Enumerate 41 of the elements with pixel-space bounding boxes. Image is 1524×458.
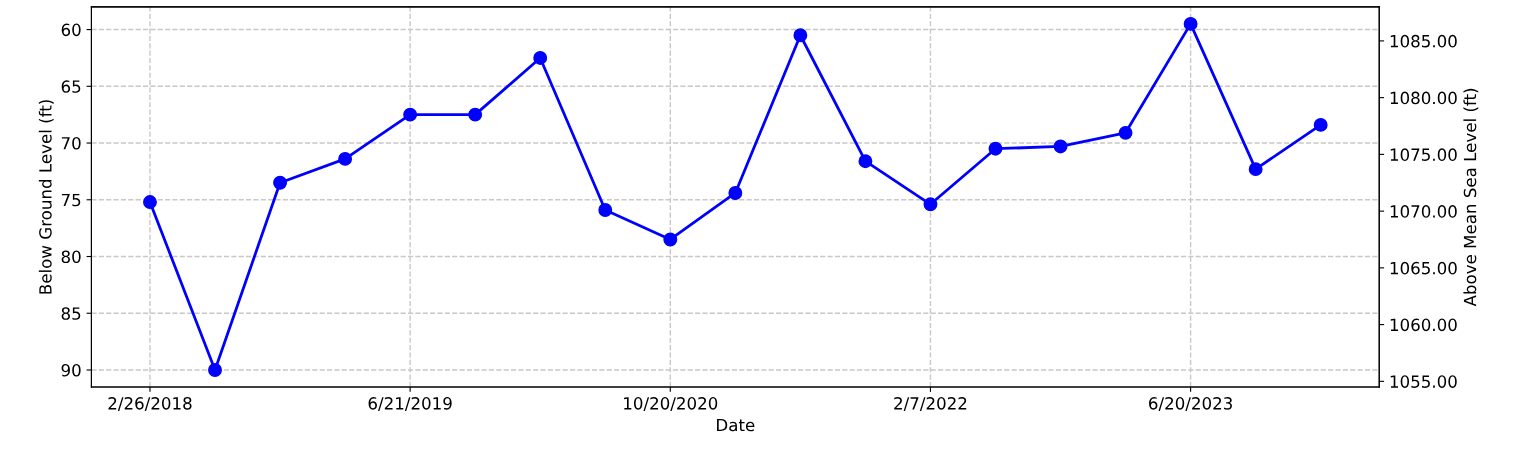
point bbox=[663, 232, 678, 247]
x-tick-label: 10/20/2020 bbox=[624, 397, 718, 411]
point bbox=[1313, 117, 1328, 132]
point bbox=[468, 107, 483, 122]
x-tick-label: 2/7/2022 bbox=[894, 397, 967, 411]
point bbox=[1248, 162, 1263, 177]
point bbox=[793, 28, 808, 43]
y-tick-label: 65 bbox=[61, 80, 81, 93]
point bbox=[1053, 139, 1068, 154]
point bbox=[143, 195, 157, 209]
point bbox=[728, 186, 743, 200]
point bbox=[533, 50, 548, 65]
point bbox=[598, 203, 613, 217]
y-tick-label: 80 bbox=[61, 250, 81, 264]
point bbox=[923, 197, 938, 212]
y-tick-label: 85 bbox=[61, 307, 81, 320]
x-tick-label: 6/21/2019 bbox=[368, 397, 452, 411]
y-tick-label: 90 bbox=[61, 363, 81, 377]
point bbox=[988, 141, 1003, 156]
point bbox=[338, 151, 353, 166]
y2-axis-title: Above Mean Sea Level (ft) bbox=[1463, 88, 1479, 307]
y-tick-label: 60 bbox=[61, 23, 81, 37]
y2-tick-label: 1065.00 bbox=[1390, 261, 1457, 275]
x-axis-title: Date bbox=[717, 418, 755, 432]
y2-tick-label: 1075.00 bbox=[1390, 148, 1457, 161]
y2-tick-label: 1085.00 bbox=[1390, 34, 1457, 48]
y-axis-title: Below Ground Level (ft) bbox=[38, 100, 54, 294]
point bbox=[273, 175, 287, 190]
y2-tick-label: 1055.00 bbox=[1390, 375, 1457, 388]
point bbox=[1118, 125, 1133, 140]
y2-tick-label: 1060.00 bbox=[1390, 318, 1457, 332]
point bbox=[858, 154, 873, 169]
y-tick-label: 75 bbox=[61, 193, 81, 207]
point bbox=[403, 107, 418, 122]
x-tick-label: 6/20/2023 bbox=[1149, 397, 1232, 411]
point bbox=[1183, 16, 1198, 31]
y2-tick-label: 1070.00 bbox=[1390, 205, 1457, 218]
x-tick-label: 2/26/2018 bbox=[108, 397, 192, 411]
y-tick-label: 70 bbox=[61, 137, 81, 150]
y2-tick-label: 1080.00 bbox=[1390, 91, 1457, 105]
point bbox=[208, 363, 222, 377]
